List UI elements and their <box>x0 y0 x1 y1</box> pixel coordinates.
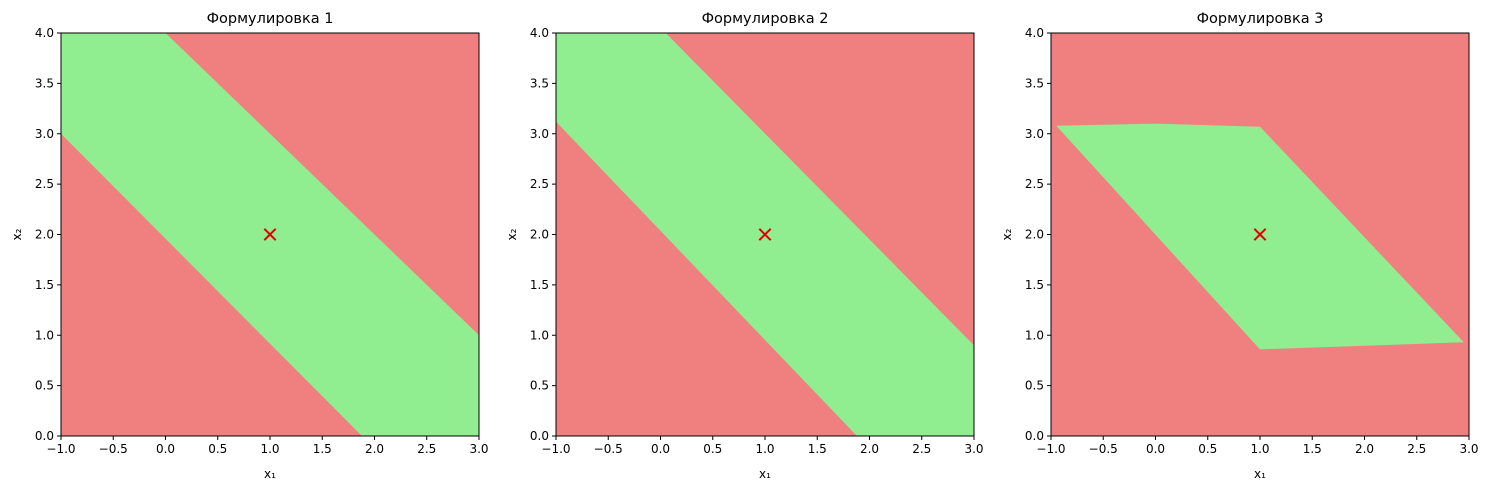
x-tick-label: 1.0 <box>260 442 279 456</box>
optimum-marker <box>758 228 772 241</box>
y-tick-label: 2.5 <box>1025 177 1044 191</box>
y-tick-label: 3.5 <box>35 76 54 90</box>
y-tick-label: 3.0 <box>35 127 54 141</box>
chart-panel-2: −1.0 −0.5 0.0 0.5 1.0 1.5 2.0 2.5 3.0 0.0 0.5 1.0 1.… <box>505 11 984 481</box>
x-tick-label: 0.5 <box>1198 442 1217 456</box>
y-tick-label: 0.0 <box>35 429 54 443</box>
x-tick-label: 3.0 <box>1459 442 1478 456</box>
x-axis-label: x₁ <box>1254 467 1266 481</box>
optimum-marker <box>263 228 277 241</box>
y-axis-label: x₂ <box>505 228 519 240</box>
y-tick-label: 1.0 <box>1025 328 1044 342</box>
x-tick-label: −0.5 <box>594 442 623 456</box>
x-tick-label: −0.5 <box>1089 442 1118 456</box>
y-tick-label: 2.5 <box>35 177 54 191</box>
x-tick-label: 1.5 <box>1303 442 1322 456</box>
y-tick-label: 0.5 <box>530 379 549 393</box>
marker-stroke <box>263 228 277 241</box>
y-tick-label: 3.5 <box>530 76 549 90</box>
x-tick-label: 1.5 <box>808 442 827 456</box>
y-tick-label: 3.5 <box>1025 76 1044 90</box>
x-tick-label: 3.0 <box>469 442 488 456</box>
y-tick-label: 0.5 <box>1025 379 1044 393</box>
y-tick-label: 0.5 <box>35 379 54 393</box>
y-tick-label: 4.0 <box>530 26 549 40</box>
x-tick-label: −1.0 <box>46 442 75 456</box>
y-tick-label: 3.0 <box>1025 127 1044 141</box>
feasible-region <box>1056 123 1464 350</box>
y-tick-label: 1.5 <box>530 278 549 292</box>
optimum-marker <box>1253 228 1267 241</box>
y-tick-label: 2.0 <box>530 228 549 242</box>
x-tick-label: 0.0 <box>1146 442 1165 456</box>
y-tick-label: 1.0 <box>530 328 549 342</box>
x-tick-label: 0.5 <box>703 442 722 456</box>
y-tick-label: 0.0 <box>1025 429 1044 443</box>
y-tick-label: 3.0 <box>530 127 549 141</box>
x-tick-label: 2.5 <box>912 442 931 456</box>
x-tick-label: 0.0 <box>651 442 670 456</box>
x-tick-label: −0.5 <box>99 442 128 456</box>
y-tick-label: 1.5 <box>1025 278 1044 292</box>
chart-panel-3: −1.0 −0.5 0.0 0.5 1.0 1.5 2.0 2.5 3.0 0.0 0.5 1.0 1.… <box>1000 11 1479 481</box>
chart-title: Формулировка 2 <box>702 11 829 27</box>
x-tick-label: 3.0 <box>964 442 983 456</box>
marker-stroke <box>1253 228 1267 241</box>
x-axis-label: x₁ <box>759 467 771 481</box>
x-tick-label: 1.5 <box>313 442 332 456</box>
y-tick-label: 4.0 <box>35 26 54 40</box>
x-tick-label: 2.0 <box>860 442 879 456</box>
y-tick-label: 2.0 <box>35 228 54 242</box>
y-tick-label: 0.0 <box>530 429 549 443</box>
x-tick-label: −1.0 <box>541 442 570 456</box>
x-tick-label: 1.0 <box>1250 442 1269 456</box>
y-tick-label: 1.5 <box>35 278 54 292</box>
y-axis-label: x₂ <box>10 228 24 240</box>
y-tick-label: 1.0 <box>35 328 54 342</box>
x-tick-label: −1.0 <box>1036 442 1065 456</box>
x-tick-label: 1.0 <box>755 442 774 456</box>
x-tick-label: 2.0 <box>365 442 384 456</box>
chart-title: Формулировка 1 <box>207 11 334 27</box>
y-tick-label: 2.0 <box>1025 228 1044 242</box>
x-tick-label: 2.0 <box>1355 442 1374 456</box>
x-tick-label: 0.0 <box>156 442 175 456</box>
y-tick-label: 4.0 <box>1025 26 1044 40</box>
x-tick-label: 2.5 <box>1407 442 1426 456</box>
marker-stroke <box>758 228 772 241</box>
x-tick-label: 2.5 <box>417 442 436 456</box>
x-axis-label: x₁ <box>264 467 276 481</box>
y-tick-label: 2.5 <box>530 177 549 191</box>
chart-panel-1: −1.0 −0.5 0.0 0.5 1.0 1.5 2.0 2.5 3.0 0.0 0.5 1.0 1.… <box>10 11 489 481</box>
chart-title: Формулировка 3 <box>1197 11 1324 27</box>
y-axis-label: x₂ <box>1000 228 1014 240</box>
x-tick-label: 0.5 <box>208 442 227 456</box>
